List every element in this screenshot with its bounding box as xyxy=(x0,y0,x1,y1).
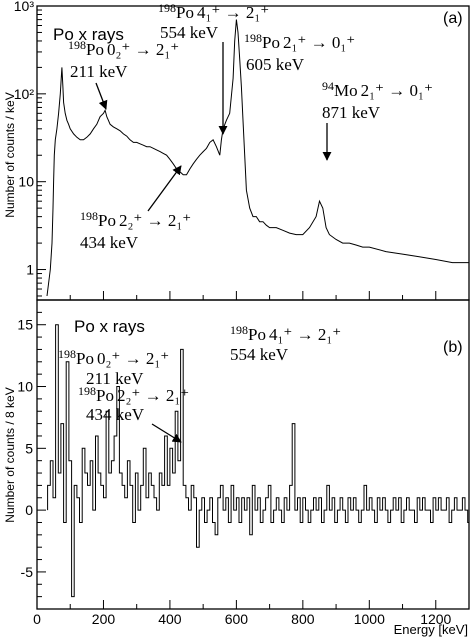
panel-a-spectrum-line xyxy=(46,19,469,297)
panel-a-annotation-605-transition: 198Po 2₁⁺ → 0₁⁺ xyxy=(244,31,355,52)
panel-b-y-axis-label: Number of counts / 8 keV xyxy=(3,387,17,522)
panel-b-y-tick-label: 0 xyxy=(25,502,33,518)
panel-b-y-tick-label: 5 xyxy=(25,440,33,456)
panel-b-annotation-211-energy: 211 keV xyxy=(86,369,144,388)
panel-a-series xyxy=(46,19,469,297)
x-tick-label: 400 xyxy=(158,611,182,627)
panel-a-annotation-434-transition: 198Po 2₂⁺ → 2₁⁺ xyxy=(80,209,191,230)
panel-a-y-axis-label: Number of counts / keV xyxy=(3,92,17,217)
panel-b: 0 200 400 600 800 1000 1200 -5 0 5 10 15 (b) Number… xyxy=(3,299,470,637)
panel-b-arrow-434 xyxy=(151,423,182,443)
x-tick-label: 1200 xyxy=(420,611,451,627)
panel-a-annotation-871-transition: 94Mo 2₁⁺ → 0₁⁺ xyxy=(322,79,433,100)
panel-b-label: (b) xyxy=(443,339,463,356)
panel-b-y-tick-label: 15 xyxy=(17,317,33,333)
panel-a-y-tick-label: 10² xyxy=(14,86,35,102)
x-axis-label: Energy [keV] xyxy=(394,622,468,637)
panel-b-frame xyxy=(36,299,470,610)
panel-b-series xyxy=(47,324,470,598)
panel-a-annotation-po-x-rays: Po x rays xyxy=(53,25,124,44)
panel-b-annotation-554-transition: 198Po 4₁⁺ → 2₁⁺ xyxy=(230,323,341,344)
panel-a-annotation-554-energy: 554 keV xyxy=(160,23,219,42)
panel-a-y-tick-label: 10 xyxy=(18,174,34,190)
panel-a-annotation-434-energy: 434 keV xyxy=(80,233,139,252)
panel-a-y-tick-label: 10³ xyxy=(14,0,35,14)
panel-b-annotation-211-transition: 198Po 0₂⁺ → 2₁⁺ xyxy=(58,347,169,368)
panel-a-annotation-554-transition: 198Po 4₁⁺ → 2₁⁺ xyxy=(158,1,269,22)
panel-a-arrow-434 xyxy=(147,165,182,212)
x-tick-label: 600 xyxy=(225,611,249,627)
panel-b-annotation-554-energy: 554 keV xyxy=(230,345,289,364)
panel-a-label: (a) xyxy=(443,10,463,27)
panel-a-annotation-871-energy: 871 keV xyxy=(322,103,381,122)
panel-b-histogram-line xyxy=(47,324,470,598)
panel-a: 1 10 10² 10³ (a) Number of counts / keV Po … xyxy=(3,0,470,301)
panel-a-arrow-211 xyxy=(95,82,108,110)
panel-b-ticks: 0 200 400 600 800 1000 1200 -5 0 5 10 15 xyxy=(17,311,452,627)
x-tick-label: 1000 xyxy=(354,611,385,627)
panel-a-ticks: 1 10 10² 10³ xyxy=(14,0,437,300)
panel-b-y-tick-label: -5 xyxy=(21,564,34,580)
x-tick-label: 200 xyxy=(92,611,116,627)
x-tick-label: 800 xyxy=(291,611,315,627)
panel-b-y-tick-label: 10 xyxy=(17,379,33,395)
panel-b-annotation-434-energy: 434 keV xyxy=(86,405,145,424)
x-tick-label: 0 xyxy=(33,611,41,627)
panel-a-y-tick-label: 1 xyxy=(26,262,34,278)
panel-a-annotation-211-transition: 198Po 0₂⁺ → 2₁⁺ xyxy=(68,38,179,59)
panel-a-annotation-605-energy: 605 keV xyxy=(246,55,305,74)
panel-a-annotation-211-energy: 211 keV xyxy=(70,62,128,81)
panel-b-annotation-po-x-rays: Po x rays xyxy=(74,317,145,336)
panel-b-annotation-434-transition: 198Po 2₂⁺ → 2₁⁺ xyxy=(78,384,189,405)
